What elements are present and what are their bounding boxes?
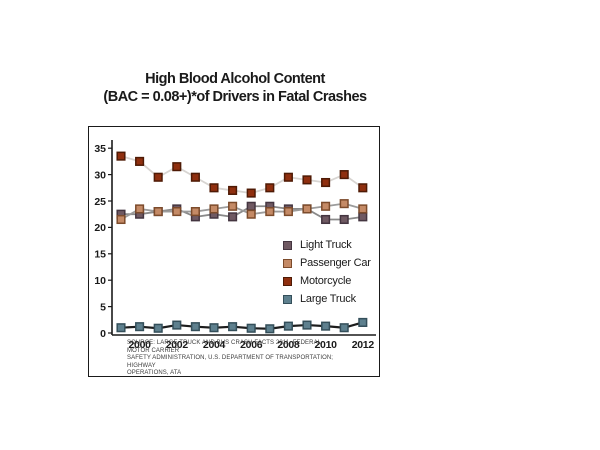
data-point-motorcycle [339, 170, 349, 180]
data-point-large-truck [265, 324, 275, 334]
source-line1: SOURCE: LARGE TRUCK AND BUS CRASH FACTS … [127, 340, 321, 354]
y-tick-label: 15 [94, 249, 106, 261]
chart-title: High Blood Alcohol Content (BAC = 0.08+)… [60, 70, 410, 106]
legend-label: Large Truck [300, 293, 356, 305]
data-point-motorcycle [209, 183, 219, 193]
data-point-passenger-car [228, 201, 238, 211]
data-point-passenger-car [116, 214, 126, 225]
chart-svg: 0 5 10 15 20 25 30 35 2000 2002 2004 2006 2008 2010 20… [94, 140, 376, 351]
data-point-motorcycle [172, 162, 182, 172]
y-tick-label: 20 [94, 222, 106, 234]
y-tick-label: 35 [94, 143, 106, 155]
legend-label: Passenger Car [300, 257, 371, 269]
data-point-passenger-car [172, 207, 182, 217]
passenger-car-swatch-icon [283, 258, 292, 268]
y-tick-label: 25 [94, 196, 106, 208]
chart-frame: 0 5 10 15 20 25 30 35 2000 2002 2004 2006 2008 2010 20… [88, 126, 380, 377]
data-point-large-truck [153, 323, 163, 333]
data-point-motorcycle [265, 183, 275, 193]
data-point-motorcycle [283, 172, 293, 182]
chart-title-line2: (BAC = 0.08+)*of Drivers in Fatal Crashe… [103, 89, 367, 105]
light-truck-swatch-icon [283, 240, 292, 250]
data-point-light-truck [228, 212, 238, 222]
x-tick-label: 2012 [352, 339, 375, 351]
data-point-large-truck [321, 321, 331, 331]
source-note: SOURCE: LARGE TRUCK AND BUS CRASH FACTS … [127, 340, 337, 378]
data-point-passenger-car [135, 204, 145, 214]
source-line2: SAFETY ADMINISTRATION, U.S. DEPARTMENT O… [127, 355, 334, 369]
data-point-large-truck [283, 321, 293, 331]
legend-label: Light Truck [300, 239, 352, 251]
legend-label: Motorcycle [300, 275, 352, 287]
data-point-passenger-car [246, 209, 256, 219]
x-tick-label: 2000 [129, 339, 152, 351]
legend-item-large-truck: Large Truck [283, 290, 371, 308]
data-point-passenger-car [209, 204, 219, 214]
data-point-motorcycle [358, 183, 368, 193]
data-point-motorcycle [153, 172, 163, 182]
data-point-passenger-car [283, 207, 293, 217]
data-point-light-truck [358, 212, 368, 222]
data-point-motorcycle [321, 177, 331, 188]
data-point-motorcycle [228, 185, 238, 195]
source-line3: OPERATIONS, ATA [127, 370, 182, 376]
data-point-motorcycle [190, 172, 200, 182]
legend-item-light-truck: Light Truck [283, 236, 371, 254]
data-point-large-truck [246, 323, 256, 333]
x-tick-label: 2002 [166, 339, 189, 351]
motorcycle-swatch-icon [283, 276, 292, 286]
legend-item-motorcycle: Motorcycle [283, 272, 371, 290]
data-point-passenger-car [358, 204, 368, 214]
legend-item-passenger-car: Passenger Car [283, 254, 371, 272]
data-point-light-truck [321, 214, 331, 225]
data-point-large-truck [172, 320, 182, 330]
data-point-passenger-car [302, 204, 312, 214]
x-tick-label: 2004 [203, 339, 226, 351]
data-point-light-truck [339, 214, 349, 225]
data-point-large-truck [190, 322, 200, 332]
data-point-passenger-car [265, 207, 275, 217]
data-point-large-truck [358, 317, 368, 327]
data-point-large-truck [116, 323, 126, 333]
data-point-large-truck [228, 322, 238, 332]
data-point-large-truck [209, 323, 219, 333]
chart-legend: Light Truck Passenger Car Motorcycle Lar… [283, 236, 371, 308]
chart-title-line1: High Blood Alcohol Content [145, 71, 325, 87]
data-point-passenger-car [190, 207, 200, 217]
y-tick-label: 5 [100, 301, 106, 313]
data-point-motorcycle [246, 188, 256, 198]
x-tick-label: 2008 [277, 339, 300, 351]
data-point-passenger-car [339, 199, 349, 209]
data-point-passenger-car [321, 201, 331, 211]
x-tick-label: 2006 [240, 339, 263, 351]
data-point-motorcycle [116, 151, 126, 161]
data-point-large-truck [339, 323, 349, 333]
y-tick-label: 30 [94, 169, 106, 181]
data-point-large-truck [135, 322, 145, 332]
y-tick-label: 10 [94, 275, 106, 287]
data-point-motorcycle [135, 156, 145, 166]
data-point-motorcycle [302, 175, 312, 185]
data-point-large-truck [302, 320, 312, 330]
x-tick-label: 2010 [315, 339, 338, 351]
data-point-passenger-car [153, 207, 163, 217]
y-tick-label: 0 [100, 328, 106, 340]
data-point-light-truck [246, 201, 256, 211]
large-truck-swatch-icon [283, 294, 292, 304]
